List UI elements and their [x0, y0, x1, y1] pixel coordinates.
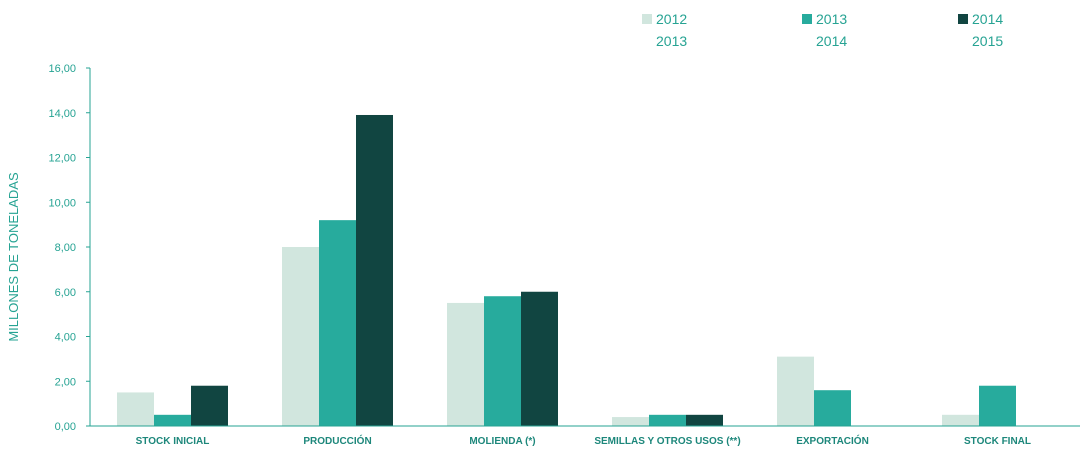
bar-2-5 [814, 390, 851, 426]
y-tick-label: 10,00 [48, 197, 76, 209]
category-label: SEMILLAS Y OTROS USOS (**) [594, 436, 740, 447]
bars [117, 114, 1016, 427]
bar-1-3 [447, 302, 484, 426]
bar-2-3 [484, 296, 521, 426]
x-axis-category-labels: STOCK INICIAL PRODUCCIÓN MOLIENDA (*) SEMIL… [136, 434, 1031, 447]
bar-1-2 [282, 247, 319, 426]
legend-swatch [802, 14, 812, 24]
y-tick-label: 4,00 [55, 332, 76, 344]
bar-2-2 [319, 220, 356, 426]
category-label: STOCK INICIAL [136, 436, 210, 447]
bar-1-6 [942, 414, 979, 426]
bar-1-1 [117, 392, 154, 426]
legend-label-line2: 2013 [656, 33, 687, 49]
category-label: MOLIENDA (*) [469, 436, 535, 447]
bar-3-2 [356, 114, 393, 427]
y-tick-label: 12,00 [48, 153, 76, 165]
y-tick-label: 8,00 [55, 242, 76, 254]
bar-2-4 [649, 414, 686, 426]
y-axis-title: MILLONES DE TONELADAS [6, 172, 21, 342]
legend-swatch [642, 14, 652, 24]
bar-3-4 [686, 414, 723, 426]
bar-2-6 [979, 385, 1016, 426]
y-tick-label: 2,00 [55, 376, 76, 388]
legend-swatch [958, 14, 968, 24]
legend-label-line2: 2015 [972, 33, 1003, 49]
legend-label-line1: 2014 [972, 11, 1003, 27]
legend: 2012 2013 2013 2014 2014 2015 [642, 11, 1003, 49]
bar-1-4 [612, 417, 649, 426]
y-tick-label: 14,00 [48, 108, 76, 120]
legend-label-line2: 2014 [816, 33, 847, 49]
category-label: EXPORTACIÓN [796, 434, 869, 447]
category-label: STOCK FINAL [964, 436, 1031, 447]
y-axis-ticks: 0,00 2,00 4,00 6,00 8,00 10,00 12,00 14,00 16,00 [48, 63, 90, 433]
y-tick-label: 0,00 [55, 421, 76, 433]
bar-3-3 [521, 291, 558, 426]
category-label: PRODUCCIÓN [303, 434, 371, 447]
bar-1-5 [777, 356, 814, 426]
bar-2-1 [154, 414, 191, 426]
bar-3-1 [191, 385, 228, 426]
legend-label-line1: 2013 [816, 11, 847, 27]
legend-label-line1: 2012 [656, 11, 687, 27]
y-tick-label: 16,00 [48, 63, 76, 75]
y-tick-label: 6,00 [55, 287, 76, 299]
